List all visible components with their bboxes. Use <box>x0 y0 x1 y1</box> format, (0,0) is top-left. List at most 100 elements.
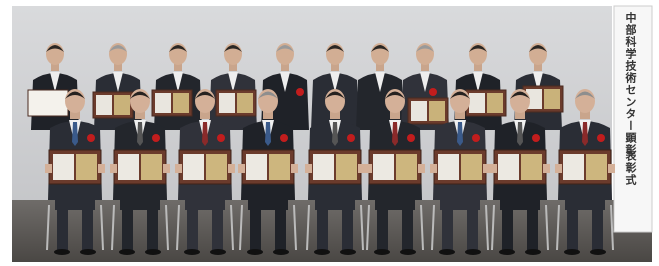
shoe-left <box>314 249 330 255</box>
rosette <box>472 134 480 142</box>
leg-right <box>342 205 353 250</box>
certificate-paper <box>563 154 584 180</box>
certificate-paper <box>246 154 267 180</box>
certificate-paper <box>498 154 519 180</box>
tie <box>72 122 78 146</box>
hand-left <box>365 164 372 173</box>
hand-left <box>430 164 437 173</box>
certificate-paper <box>411 101 427 121</box>
leg-right <box>467 205 478 250</box>
shoe-left <box>374 249 390 255</box>
rosette <box>407 134 415 142</box>
tie <box>457 122 463 146</box>
hand-right <box>163 164 170 173</box>
certificate-plaque <box>173 93 189 113</box>
banner-subtitle: 表彰式 <box>622 150 638 186</box>
certificate-paper <box>183 154 204 180</box>
leg-right <box>402 205 413 250</box>
shoe-left <box>54 249 70 255</box>
banner-title: 中部科学技術センター顕彰 <box>622 12 638 156</box>
certificate-plaque <box>269 154 290 180</box>
tie <box>137 122 143 146</box>
photo: 中部科学技術センター顕彰 表彰式 <box>0 0 659 266</box>
shoe-right <box>590 249 606 255</box>
rosette <box>347 134 355 142</box>
leg-left <box>250 205 261 250</box>
leg-right <box>147 205 158 250</box>
certificate-paper <box>96 95 112 115</box>
certificate-plaque <box>487 93 503 113</box>
hand-left <box>555 164 562 173</box>
leg-left <box>502 205 513 250</box>
hand-right <box>98 164 105 173</box>
hand-left <box>45 164 52 173</box>
hand-left <box>305 164 312 173</box>
leg-left <box>317 205 328 250</box>
rosette <box>532 134 540 142</box>
leg-right <box>212 205 223 250</box>
certificate-plaque <box>141 154 162 180</box>
shoe-right <box>145 249 161 255</box>
shoe-right <box>525 249 541 255</box>
certificate-frame <box>28 90 68 116</box>
rosette <box>152 134 160 142</box>
tie <box>202 122 208 146</box>
leg-left <box>122 205 133 250</box>
rosette <box>217 134 225 142</box>
shoe-right <box>210 249 226 255</box>
tie <box>332 122 338 146</box>
certificate-paper <box>469 93 485 113</box>
shoe-left <box>499 249 515 255</box>
certificate-paper <box>118 154 139 180</box>
certificate-paper <box>313 154 334 180</box>
tie <box>265 122 271 146</box>
certificate-plaque <box>206 154 227 180</box>
leg-right <box>527 205 538 250</box>
certificate-plaque <box>237 93 253 113</box>
hand-right <box>418 164 425 173</box>
certificate-plaque <box>521 154 542 180</box>
certificate-plaque <box>586 154 607 180</box>
leg-left <box>442 205 453 250</box>
certificate-plaque <box>336 154 357 180</box>
hand-right <box>291 164 298 173</box>
certificate-paper <box>438 154 459 180</box>
rosette <box>597 134 605 142</box>
certificate-plaque <box>396 154 417 180</box>
leg-right <box>275 205 286 250</box>
certificate-paper <box>219 93 235 113</box>
leg-left <box>377 205 388 250</box>
leg-right <box>592 205 603 250</box>
leg-left <box>57 205 68 250</box>
hand-right <box>543 164 550 173</box>
tie <box>582 122 588 146</box>
shoe-right <box>340 249 356 255</box>
certificate-plaque <box>114 95 130 115</box>
shoe-right <box>465 249 481 255</box>
hand-right <box>483 164 490 173</box>
hand-left <box>110 164 117 173</box>
shoe-left <box>247 249 263 255</box>
photo-scene <box>0 0 659 266</box>
rosette <box>87 134 95 142</box>
certificate-paper <box>373 154 394 180</box>
rosette <box>429 88 437 96</box>
hand-left <box>175 164 182 173</box>
leg-left <box>567 205 578 250</box>
certificate-plaque <box>429 101 445 121</box>
leg-right <box>82 205 93 250</box>
certificate-plaque <box>461 154 482 180</box>
hand-right <box>228 164 235 173</box>
certificate-plaque <box>76 154 97 180</box>
tie <box>392 122 398 146</box>
shoe-right <box>400 249 416 255</box>
tie <box>517 122 523 146</box>
shoe-right <box>273 249 289 255</box>
shoe-right <box>80 249 96 255</box>
certificate-paper <box>155 93 171 113</box>
hand-left <box>490 164 497 173</box>
shoe-left <box>119 249 135 255</box>
shoe-left <box>184 249 200 255</box>
hand-left <box>238 164 245 173</box>
shoe-left <box>564 249 580 255</box>
